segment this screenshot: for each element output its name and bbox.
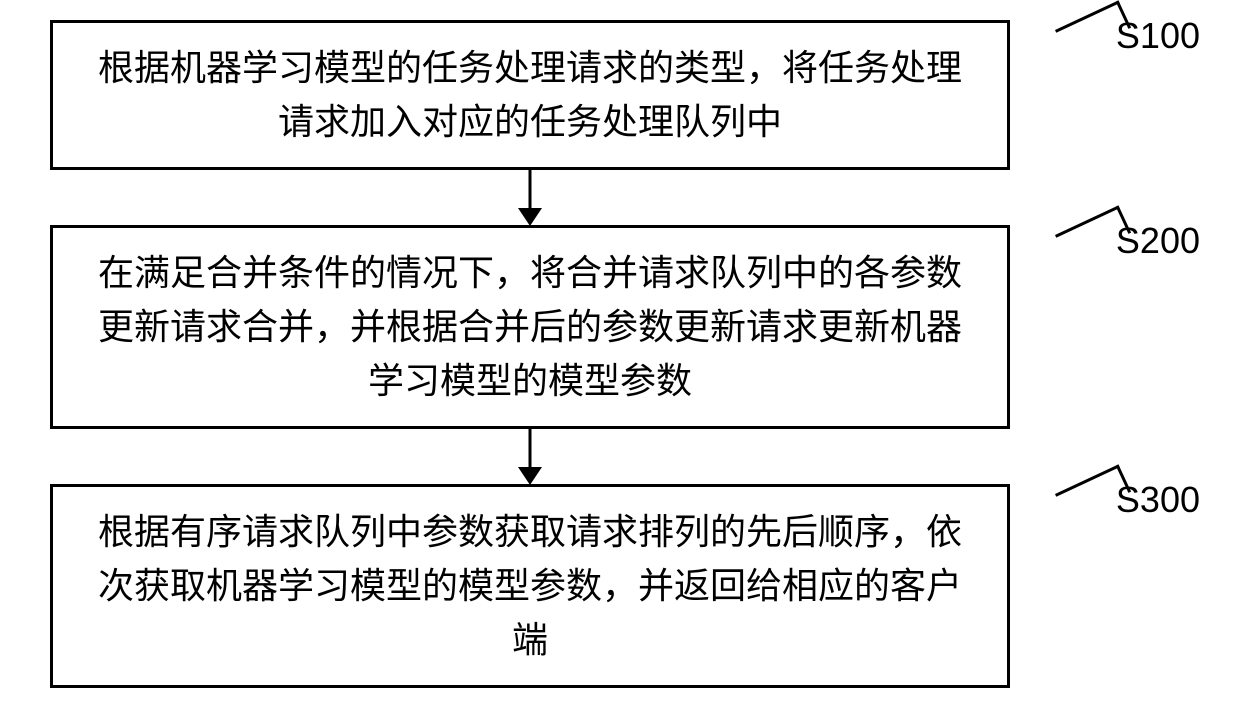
arrow-1 bbox=[50, 170, 1010, 225]
flowchart-container: 根据机器学习模型的任务处理请求的类型，将任务处理请求加入对应的任务处理队列中 S… bbox=[50, 20, 1190, 688]
step-s300-label: S300 bbox=[1116, 479, 1200, 521]
arrow-2 bbox=[50, 429, 1010, 484]
arrow-1-head bbox=[518, 208, 542, 226]
step-s200-box: 在满足合并条件的情况下，将合并请求队列中的各参数更新请求合并，并根据合并后的参数… bbox=[50, 225, 1010, 429]
step-s100-box: 根据机器学习模型的任务处理请求的类型，将任务处理请求加入对应的任务处理队列中 bbox=[50, 20, 1010, 170]
step-s200-text: 在满足合并条件的情况下，将合并请求队列中的各参数更新请求合并，并根据合并后的参数… bbox=[83, 246, 977, 408]
arrow-1-line bbox=[529, 170, 532, 210]
step-s200-container: 在满足合并条件的情况下，将合并请求队列中的各参数更新请求合并，并根据合并后的参数… bbox=[50, 225, 1190, 429]
step-s100-label: S100 bbox=[1116, 15, 1200, 57]
step-s100-container: 根据机器学习模型的任务处理请求的类型，将任务处理请求加入对应的任务处理队列中 S… bbox=[50, 20, 1190, 170]
step-s300-text: 根据有序请求队列中参数获取请求排列的先后顺序，依次获取机器学习模型的模型参数，并… bbox=[83, 505, 977, 667]
step-s300-box: 根据有序请求队列中参数获取请求排列的先后顺序，依次获取机器学习模型的模型参数，并… bbox=[50, 484, 1010, 688]
step-s200-label: S200 bbox=[1116, 220, 1200, 262]
arrow-2-head bbox=[518, 467, 542, 485]
step-s300-container: 根据有序请求队列中参数获取请求排列的先后顺序，依次获取机器学习模型的模型参数，并… bbox=[50, 484, 1190, 688]
arrow-2-line bbox=[529, 429, 532, 469]
step-s100-text: 根据机器学习模型的任务处理请求的类型，将任务处理请求加入对应的任务处理队列中 bbox=[83, 41, 977, 149]
